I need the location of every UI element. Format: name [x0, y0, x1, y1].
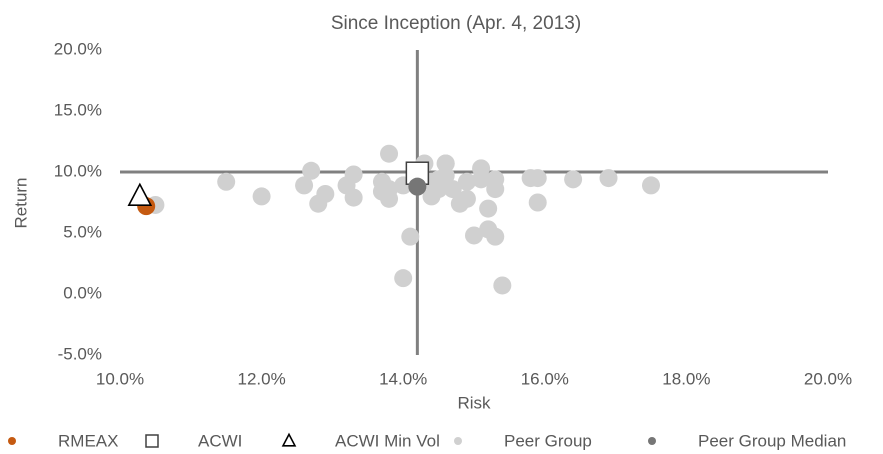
point	[309, 194, 328, 213]
legend-label: ACWI Min Vol	[335, 431, 440, 450]
point	[401, 227, 420, 246]
x-tick-label: 10.0%	[96, 369, 144, 388]
point	[599, 169, 618, 188]
y-tick-label: 20.0%	[54, 39, 102, 58]
y-tick-label: 10.0%	[54, 161, 102, 180]
point	[217, 172, 236, 191]
legend-marker	[8, 437, 16, 445]
x-tick-label: 18.0%	[662, 369, 710, 388]
y-tick-label: 5.0%	[63, 222, 102, 241]
x-tick-label: 14.0%	[379, 369, 427, 388]
point	[486, 227, 505, 246]
point	[394, 269, 413, 288]
point	[472, 159, 491, 178]
point	[465, 226, 483, 245]
legend-label: Peer Group Median	[698, 431, 846, 450]
point	[486, 170, 505, 189]
point	[380, 144, 399, 163]
point	[127, 182, 153, 206]
point	[457, 189, 476, 208]
x-tick-label: 20.0%	[804, 369, 852, 388]
y-tick-label: -5.0%	[58, 344, 102, 363]
point	[302, 161, 321, 180]
point	[408, 177, 427, 196]
y-axis-title: Return	[11, 177, 30, 228]
point	[479, 199, 498, 218]
point	[528, 169, 547, 188]
point	[493, 276, 512, 295]
point	[436, 154, 455, 173]
point	[443, 180, 462, 199]
point	[528, 193, 547, 212]
legend-marker	[454, 437, 462, 445]
point	[457, 172, 476, 191]
x-axis-title: Risk	[457, 393, 491, 412]
legend-label: ACWI	[198, 431, 242, 450]
y-tick-label: 0.0%	[63, 283, 102, 302]
x-tick-label: 16.0%	[521, 369, 569, 388]
point	[344, 188, 363, 207]
point	[252, 187, 271, 206]
point	[380, 180, 399, 199]
point	[564, 170, 583, 189]
chart-title: Since Inception (Apr. 4, 2013)	[331, 13, 581, 34]
legend-marker	[281, 432, 297, 447]
legend-marker	[648, 437, 656, 445]
legend-label: RMEAX	[58, 431, 118, 450]
point	[642, 176, 660, 195]
x-tick-label: 12.0%	[237, 369, 285, 388]
point	[295, 176, 314, 195]
point	[344, 165, 363, 184]
legend-label: Peer Group	[504, 431, 592, 450]
legend-marker	[145, 434, 159, 448]
y-tick-label: 15.0%	[54, 100, 102, 119]
